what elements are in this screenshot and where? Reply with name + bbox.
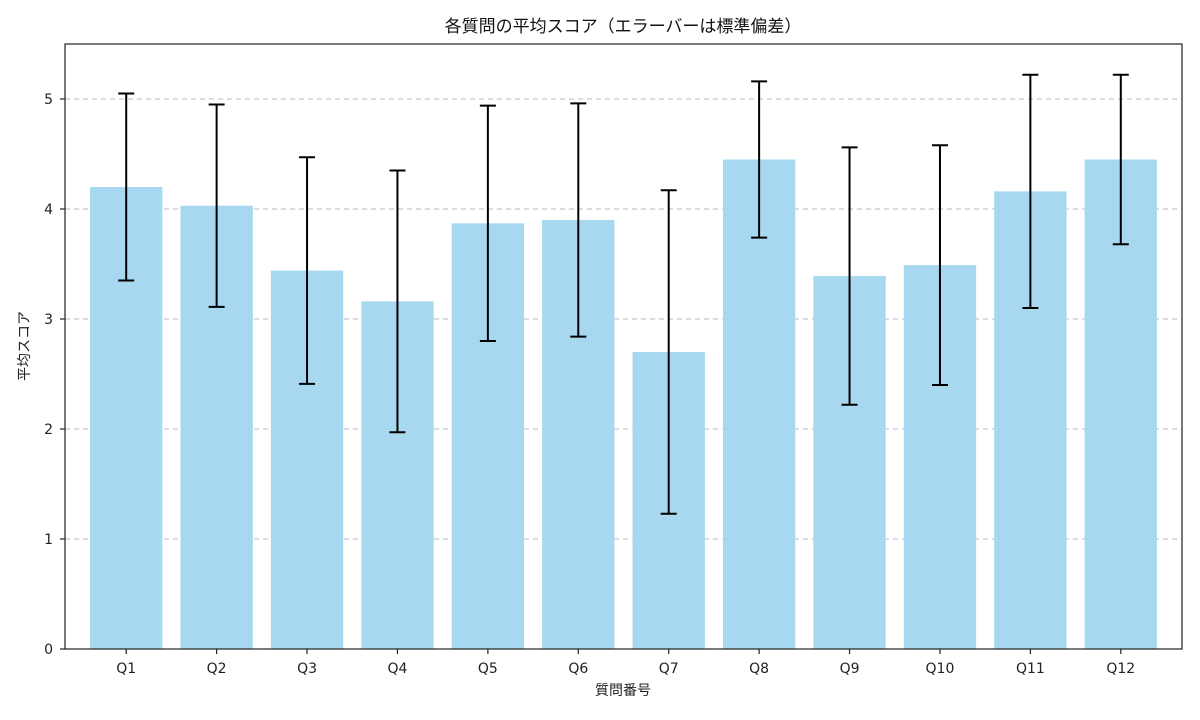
x-tick-label-q8: Q8 xyxy=(749,661,769,677)
error-bar-q10 xyxy=(931,144,948,386)
error-bar-q6 xyxy=(570,102,587,338)
x-tick-label-q10: Q10 xyxy=(926,661,955,677)
x-ticks: Q1 Q2 Q3 Q4 Q5 Q6 Q7 Q8 Q9 Q10 Q11 Q12 xyxy=(116,649,1135,677)
error-bar-q12 xyxy=(1112,73,1129,246)
x-tick-label-q3: Q3 xyxy=(297,661,317,677)
error-bar-q11 xyxy=(1022,73,1039,309)
error-bars xyxy=(118,73,1129,515)
error-bar-q9 xyxy=(841,146,858,406)
y-axis-label: 平均スコア xyxy=(17,311,33,381)
y-tick-label-0: 0 xyxy=(44,642,53,658)
y-ticks: 0 1 2 3 4 5 xyxy=(44,92,65,658)
error-bar-q8 xyxy=(751,80,768,239)
chart-title: 各質問の平均スコア（エラーバーは標準偏差） xyxy=(445,17,802,37)
error-bar-q1 xyxy=(118,92,135,282)
x-tick-label-q6: Q6 xyxy=(568,661,588,677)
bar-q8 xyxy=(722,159,796,649)
x-tick-label-q11: Q11 xyxy=(1016,661,1045,677)
y-tick-label-4: 4 xyxy=(44,202,53,218)
error-bar-q4 xyxy=(389,169,406,434)
x-tick-label-q12: Q12 xyxy=(1106,661,1135,677)
x-tick-label-q1: Q1 xyxy=(116,661,136,677)
error-bar-q3 xyxy=(299,156,316,385)
error-bar-q2 xyxy=(208,103,225,308)
x-tick-label-q7: Q7 xyxy=(659,661,679,677)
x-axis-label: 質問番号 xyxy=(595,683,651,699)
x-tick-label-q5: Q5 xyxy=(478,661,498,677)
y-tick-label-2: 2 xyxy=(44,422,53,438)
error-bar-q7 xyxy=(660,189,677,515)
y-tick-label-1: 1 xyxy=(44,532,53,548)
y-tick-label-3: 3 xyxy=(44,312,53,328)
x-tick-label-q4: Q4 xyxy=(387,661,407,677)
y-tick-label-5: 5 xyxy=(44,92,53,108)
plot-frame xyxy=(64,43,1183,650)
error-bar-q5 xyxy=(479,104,496,342)
x-tick-label-q9: Q9 xyxy=(840,661,860,677)
bars xyxy=(90,159,1157,650)
x-tick-label-q2: Q2 xyxy=(207,661,227,677)
